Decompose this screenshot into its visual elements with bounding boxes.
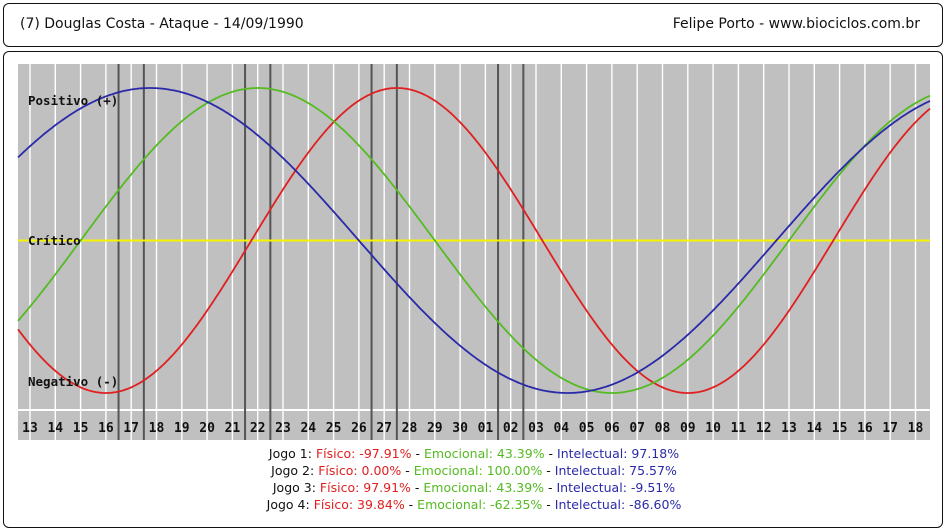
x-tick-label: 10 xyxy=(705,421,721,436)
game-label: Jogo 4: xyxy=(266,497,310,512)
game-label: Jogo 1: xyxy=(268,446,312,461)
series-line-intelectual xyxy=(17,87,931,394)
x-tick-label: 06 xyxy=(604,421,620,436)
x-tick-label: 15 xyxy=(73,421,89,436)
x-tick-label: 14 xyxy=(47,421,63,436)
result-row: Jogo 1: Físico: -97.91% - Emocional: 43.… xyxy=(268,446,680,461)
x-tick-label: 17 xyxy=(123,421,139,436)
x-tick-label: 25 xyxy=(326,421,342,436)
intelectual-value: Intelectual: 97.18% xyxy=(557,446,680,461)
emocional-value: Emocional: 43.39% xyxy=(423,480,545,495)
header-credits: Felipe Porto - www.biociclos.com.br xyxy=(672,16,920,32)
series-line-emocional xyxy=(17,87,931,394)
positive-label: Positivo (+) xyxy=(28,93,118,108)
result-row: Jogo 3: Físico: 97.91% - Emocional: 43.3… xyxy=(272,480,676,495)
fisico-value: Físico: 97.91% xyxy=(319,480,411,495)
intelectual-value: Intelectual: -86.60% xyxy=(554,497,682,512)
game-label: Jogo 2: xyxy=(271,463,315,478)
x-tick-label: 13 xyxy=(781,421,797,436)
fisico-value: Físico: 39.84% xyxy=(313,497,405,512)
emocional-value: Emocional: -62.35% xyxy=(417,497,543,512)
x-tick-label: 20 xyxy=(199,421,215,436)
x-tick-label: 07 xyxy=(629,421,645,436)
x-tick-label: 12 xyxy=(756,421,772,436)
result-row: Jogo 4: Físico: 39.84% - Emocional: -62.… xyxy=(266,497,682,512)
grid xyxy=(18,64,930,440)
x-tick-label: 29 xyxy=(427,421,443,436)
x-tick-label: 18 xyxy=(149,421,165,436)
x-tick-label: 21 xyxy=(225,421,241,436)
series-line-fsico xyxy=(17,87,931,394)
results-block: Jogo 1: Físico: -97.91% - Emocional: 43.… xyxy=(0,445,948,513)
x-tick-label: 11 xyxy=(731,421,747,436)
header-box: (7) Douglas Costa - Ataque - 14/09/1990 … xyxy=(3,3,943,47)
x-tick-label: 23 xyxy=(275,421,291,436)
x-tick-label: 04 xyxy=(553,421,569,436)
header-title: (7) Douglas Costa - Ataque - 14/09/1990 xyxy=(20,16,304,32)
x-tick-label: 26 xyxy=(351,421,367,436)
game-markers xyxy=(117,64,525,440)
x-tick-label: 19 xyxy=(174,421,190,436)
chart-panel xyxy=(3,51,943,528)
x-tick-label: 16 xyxy=(857,421,873,436)
curves xyxy=(17,87,931,394)
critical-label: Crítico xyxy=(28,233,81,248)
game-label: Jogo 3: xyxy=(272,480,316,495)
emocional-value: Emocional: 100.00% xyxy=(413,463,543,478)
x-tick-label: 17 xyxy=(882,421,898,436)
x-tick-label: 14 xyxy=(806,421,822,436)
x-tick-label: 22 xyxy=(250,421,266,436)
x-tick-label: 08 xyxy=(655,421,671,436)
x-tick-label: 27 xyxy=(376,421,392,436)
fisico-value: Físico: -97.91% xyxy=(315,446,412,461)
negative-label: Negativo (-) xyxy=(28,374,118,389)
plot-background xyxy=(18,64,930,440)
x-tick-label: 03 xyxy=(528,421,544,436)
x-tick-label: 15 xyxy=(832,421,848,436)
fisico-value: Físico: 0.00% xyxy=(318,463,402,478)
intelectual-value: Intelectual: 75.57% xyxy=(554,463,677,478)
x-tick-label: 13 xyxy=(22,421,38,436)
intelectual-value: Intelectual: -9.51% xyxy=(556,480,676,495)
x-tick-label: 28 xyxy=(402,421,418,436)
x-tick-label: 05 xyxy=(579,421,595,436)
biorhythm-chart: Positivo (+) Crítico Negativo (-) 13 14 15… xyxy=(17,64,931,440)
x-tick-label: 18 xyxy=(908,421,924,436)
x-tick-label: 30 xyxy=(452,421,468,436)
x-tick-label: 09 xyxy=(680,421,696,436)
result-row: Jogo 2: Físico: 0.00% - Emocional: 100.0… xyxy=(271,463,677,478)
x-tick-label: 24 xyxy=(300,421,316,436)
emocional-value: Emocional: 43.39% xyxy=(423,446,545,461)
x-tick-label: 02 xyxy=(503,421,519,436)
x-tick-label: 16 xyxy=(98,421,114,436)
x-tick-label: 01 xyxy=(478,421,494,436)
x-axis-labels: 13 14 15 16 17 18 19 20 21 22 23 24 25 26 27 28 29 30 01 02… xyxy=(22,421,923,436)
